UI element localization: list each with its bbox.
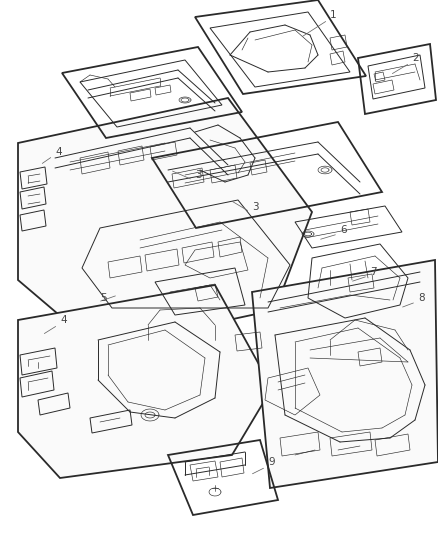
Text: 9: 9 [268,457,275,467]
Polygon shape [18,98,312,348]
Text: 1: 1 [330,10,337,20]
Text: 3: 3 [252,202,258,212]
Text: 8: 8 [418,293,424,303]
Polygon shape [18,285,272,478]
Polygon shape [252,260,438,488]
Text: 2: 2 [412,53,419,63]
Text: 7: 7 [370,267,377,277]
Text: 3: 3 [195,170,201,180]
Text: 4: 4 [60,315,67,325]
Text: 4: 4 [55,147,62,157]
Text: 6: 6 [340,225,346,235]
Text: 5: 5 [100,293,106,303]
